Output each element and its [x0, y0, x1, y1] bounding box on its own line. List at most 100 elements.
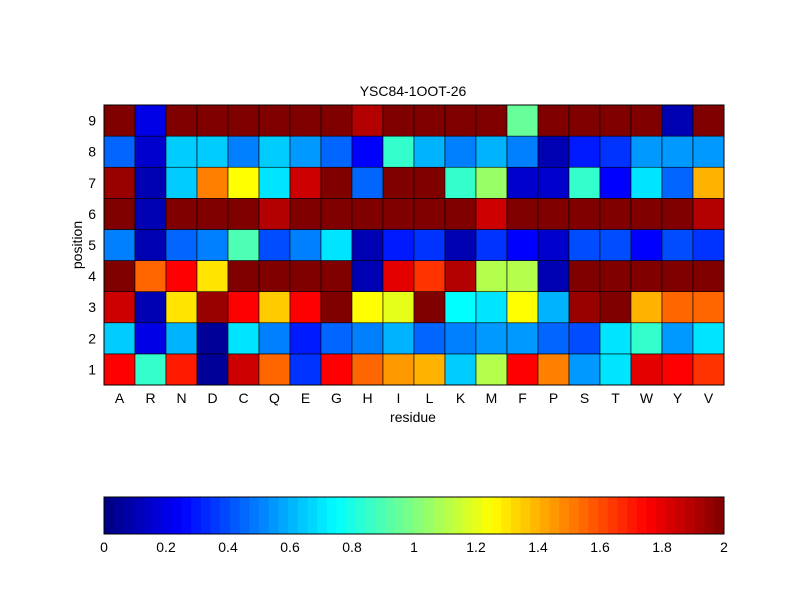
- heatmap-cell: [537, 260, 570, 292]
- heatmap-cell: [320, 166, 353, 199]
- colorbar-segment: [229, 497, 241, 534]
- heatmap-cell: [382, 104, 415, 137]
- heatmap-cell: [413, 166, 446, 199]
- y-tick-labels: 1 2 3 4 5 6 7 8 9: [88, 113, 96, 378]
- colorbar-segment: [220, 497, 231, 534]
- heatmap-cell: [568, 322, 601, 355]
- heatmap-cell: [568, 198, 601, 230]
- heatmap-cell: [506, 353, 539, 386]
- x-tick-label: I: [397, 390, 401, 406]
- heatmap-cell: [351, 260, 384, 292]
- heatmap-cell: [568, 229, 601, 261]
- heatmap-cell: [165, 353, 198, 386]
- y-tick-label: 6: [88, 206, 96, 222]
- heatmap-cell: [568, 353, 601, 386]
- heatmap-cell: [568, 135, 601, 168]
- heatmap-cell: [413, 198, 446, 230]
- heatmap-cell: [537, 229, 570, 261]
- heatmap-cell: [320, 260, 353, 292]
- heatmap-cell: [506, 229, 539, 261]
- heatmap-cell: [444, 322, 477, 355]
- heatmap-cell: [692, 353, 725, 386]
- colorbar-tick-label: 1.4: [528, 539, 548, 555]
- heatmap-cell: [537, 322, 570, 355]
- heatmap-cell: [444, 260, 477, 292]
- colorbar-segment: [462, 497, 473, 534]
- heatmap-cell: [134, 291, 167, 324]
- heatmap-cell: [692, 166, 725, 199]
- colorbar-tick-label: 1.6: [590, 539, 610, 555]
- heatmap-cell: [661, 229, 694, 261]
- heatmap-cell: [661, 166, 694, 199]
- heatmap-cell: [351, 291, 384, 324]
- heatmap-cell: [692, 260, 725, 292]
- heatmap-cell: [444, 198, 477, 230]
- heatmap-cell: [506, 104, 539, 137]
- x-tick-label: V: [704, 390, 714, 406]
- heatmap-cell: [599, 104, 632, 137]
- colorbar-segment: [278, 497, 289, 534]
- x-tick-label: C: [238, 390, 248, 406]
- heatmap-cell: [103, 229, 136, 261]
- x-tick-label: W: [640, 390, 654, 406]
- heatmap-cell: [320, 322, 353, 355]
- heatmap-cell: [630, 260, 663, 292]
- heatmap-cell: [444, 104, 477, 137]
- heatmap-cell: [227, 229, 260, 261]
- heatmap-cell: [537, 104, 570, 137]
- heatmap-cell: [382, 229, 415, 261]
- colorbar-segment: [452, 497, 463, 534]
- colorbar-tick-label: 1.2: [466, 539, 486, 555]
- heatmap-cell: [413, 353, 446, 386]
- heatmap-cell: [630, 322, 663, 355]
- heatmap-cell: [289, 104, 322, 137]
- heatmap-cell: [599, 260, 632, 292]
- colorbar-tick-label: 0.2: [156, 539, 176, 555]
- heatmap-cell: [506, 322, 539, 355]
- colorbar-segment: [414, 497, 425, 534]
- colorbar-segment: [491, 497, 502, 534]
- colorbar-segment: [162, 497, 173, 534]
- heatmap-cell: [413, 322, 446, 355]
- y-tick-label: 9: [88, 113, 96, 129]
- colorbar-segment: [530, 497, 541, 534]
- colorbar-segment: [123, 497, 134, 534]
- colorbar-segment: [210, 497, 221, 534]
- colorbar-segment: [472, 497, 483, 534]
- heatmap-cell: [289, 198, 322, 230]
- heatmap-cell: [413, 229, 446, 261]
- y-tick-label: 3: [88, 299, 96, 315]
- heatmap-cell: [475, 260, 508, 292]
- heatmap-cell: [568, 291, 601, 324]
- heatmap-cell: [165, 104, 198, 137]
- x-tick-label: L: [426, 390, 434, 406]
- heatmap-cell: [320, 291, 353, 324]
- colorbar-segment: [501, 497, 512, 534]
- heatmap-cell: [134, 229, 167, 261]
- colorbar-segment: [646, 497, 657, 534]
- colorbar-segment: [443, 497, 454, 534]
- heatmap-cell: [165, 291, 198, 324]
- x-tick-label: Y: [673, 390, 683, 406]
- heatmap-cell: [661, 260, 694, 292]
- heatmap-cell: [227, 291, 260, 324]
- heatmap-cell: [351, 229, 384, 261]
- heatmap-cell: [258, 166, 291, 199]
- heatmap-cell: [351, 135, 384, 168]
- colorbar-segment: [133, 497, 144, 534]
- colorbar-segment: [200, 497, 212, 534]
- heatmap-cell: [444, 166, 477, 199]
- colorbar-segment: [481, 497, 492, 534]
- heatmap-cell: [289, 135, 322, 168]
- heatmap-cell: [258, 322, 291, 355]
- heatmap-frame: [103, 104, 725, 386]
- heatmap-cell: [599, 135, 632, 168]
- heatmap-cell: [382, 166, 415, 199]
- colorbar-segment: [113, 497, 124, 534]
- heatmap-cell: [382, 135, 415, 168]
- heatmap-cell: [537, 166, 570, 199]
- heatmap-cell: [320, 104, 353, 137]
- heatmap-cell: [475, 291, 508, 324]
- colorbar-tick-label: 0: [100, 539, 108, 555]
